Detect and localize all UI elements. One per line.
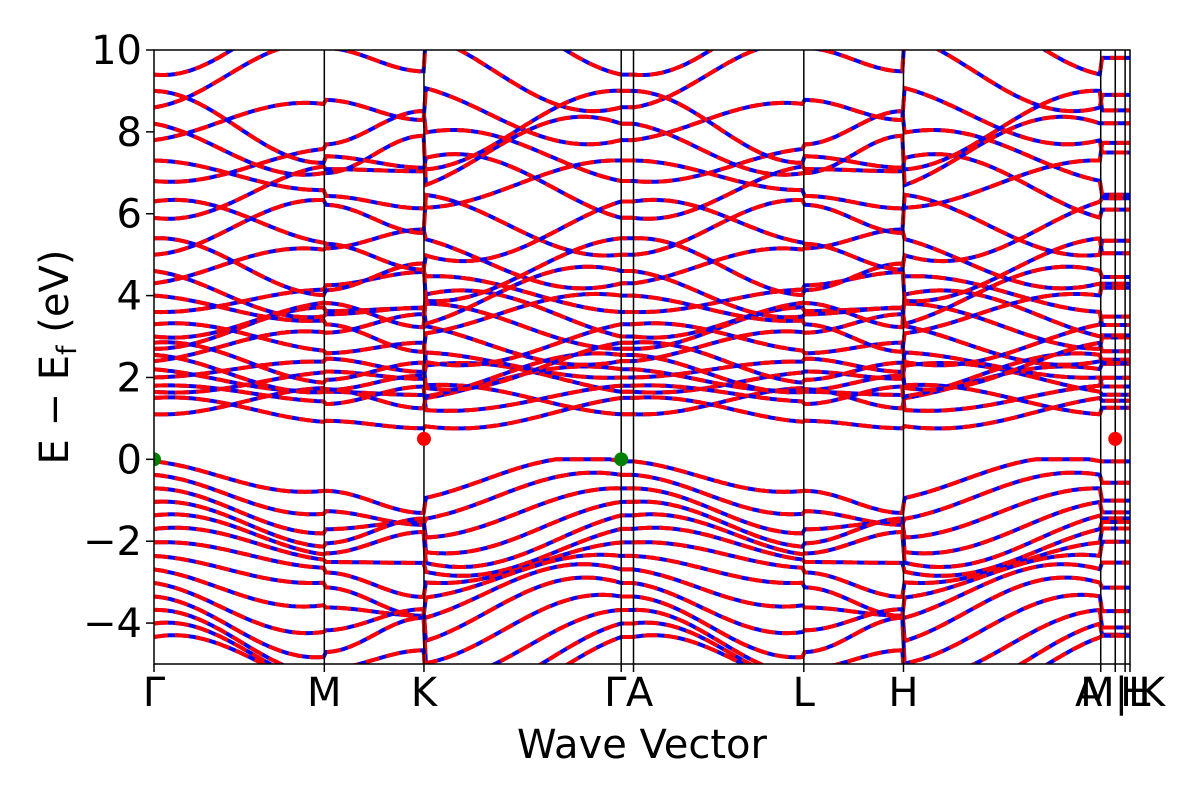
band-line-spin-down [154,592,1130,664]
plot-frame [153,49,1131,665]
band-line-spin-down [154,85,1130,155]
band-lines [154,50,1130,664]
y-tick-label: −4 [83,601,142,647]
vbm-marker [614,452,629,467]
x-tick-label: M|L [1080,670,1151,716]
x-tick-label: Γ [604,670,627,716]
band-line-spin-down [154,152,1130,221]
band-line-spin-up [154,633,1130,664]
band-line-spin-down [154,312,1130,367]
y-tick-label: −2 [83,519,142,565]
band-line-spin-down [154,236,1130,304]
y-axis-title-unit: (eV) [32,250,78,346]
cbm-marker [416,431,431,446]
vbm-marker [154,452,161,467]
x-tick-label: M [307,670,342,716]
y-tick-label: 8 [117,110,142,156]
y-tick-label: 0 [117,437,142,483]
x-axis-ticks: Γ M K Γ A L H AM|LHK [143,664,1167,716]
x-tick-label: L [793,670,816,716]
band-line-spin-up [154,620,1130,664]
y-axis-title-main: E − E [32,355,78,465]
band-line-spin-down [154,227,1130,291]
band-line-spin-down [154,512,1130,569]
band-line-spin-down [154,281,1130,354]
band-line-spin-down [154,520,1130,578]
band-line-spin-down [154,351,1130,411]
x-tick-label: Γ [143,670,166,716]
band-line-spin-down [154,373,1130,417]
x-tick-label: H [888,670,918,716]
extremum-markers [154,431,1123,467]
y-tick-label: 4 [117,274,142,320]
x-tick-label: H [1120,670,1150,716]
x-tick-label: K [411,670,439,716]
high-symmetry-lines [323,50,1126,664]
band-line-spin-down [154,470,1130,527]
band-line-spin-down [154,457,1130,516]
band-line-spin-down [154,88,1130,172]
band-line-spin-down [154,575,1130,644]
band-line-spin-down [154,375,1130,413]
cbm-marker [1108,431,1123,446]
band-line-spin-down [154,114,1130,189]
band-line-spin-down [154,50,1130,114]
band-line-spin-down [154,499,1130,556]
x-tick-label: A [626,670,654,716]
y-axis-ticks: −4 −2 0 2 4 6 8 10 [83,28,154,647]
band-line-spin-down [154,50,1130,77]
band-line-spin-down [154,264,1130,327]
band-line-spin-up [154,269,1130,327]
band-line-spin-down [154,109,1130,197]
band-line-spin-down [154,288,1130,340]
x-tick-label: K [1139,670,1167,716]
x-tick-label: A [1075,670,1103,716]
band-line-spin-down [154,607,1130,664]
y-tick-label: 2 [117,355,142,401]
band-line-spin-down [154,350,1130,389]
band-line-spin-down [154,340,1130,392]
band-line-spin-down [154,314,1130,368]
band-line-spin-down [154,486,1130,540]
y-axis-title-subscript: f [52,344,83,355]
band-line-spin-down [154,196,1130,272]
band-line-spin-up [154,140,1130,211]
band-line-spin-down [154,395,1130,431]
band-line-spin-up [154,539,1130,619]
y-axis-title: E − Ef (eV) [32,250,83,465]
y-tick-label: 10 [91,28,142,74]
band-line-spin-down [154,301,1130,351]
band-line-spin-down [154,526,1130,599]
y-tick-label: 6 [117,192,142,238]
x-axis-title: Wave Vector [517,722,768,768]
band-line-spin-down [154,192,1130,258]
band-line-spin-down [154,560,1130,621]
